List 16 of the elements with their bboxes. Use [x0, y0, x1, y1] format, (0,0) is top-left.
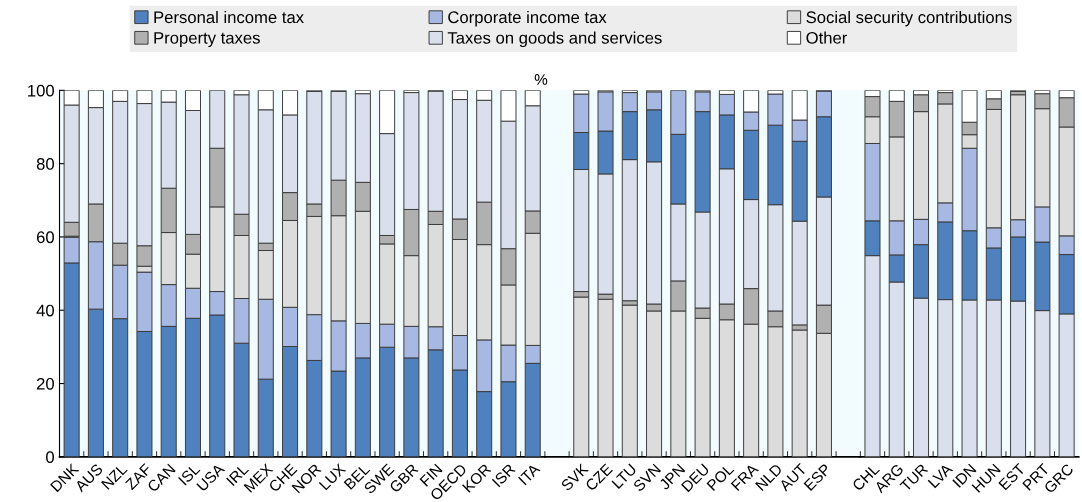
- legend-label: Taxes on goods and services: [447, 31, 662, 48]
- y-tick-label: 100: [28, 84, 54, 97]
- y-tick-label: 80: [36, 158, 54, 170]
- x-tick-label: ITA: [518, 462, 541, 486]
- x-tick-label: ISR: [491, 463, 516, 488]
- y-tick-label: 60: [36, 231, 54, 244]
- legend-label: Property taxes: [154, 32, 260, 48]
- legend-label: Personal income tax: [154, 10, 304, 24]
- y-axis-title: %: [534, 74, 548, 85]
- legend-label: Social security contributions: [806, 10, 1012, 27]
- legend-label: Other: [806, 31, 848, 44]
- x-tick-label: LVA: [927, 462, 954, 489]
- legend-label: Corporate income tax: [448, 10, 607, 27]
- y-tick-label: 0: [46, 451, 54, 464]
- y-tick-label: 40: [36, 304, 54, 317]
- y-tick-label: 20: [36, 377, 54, 390]
